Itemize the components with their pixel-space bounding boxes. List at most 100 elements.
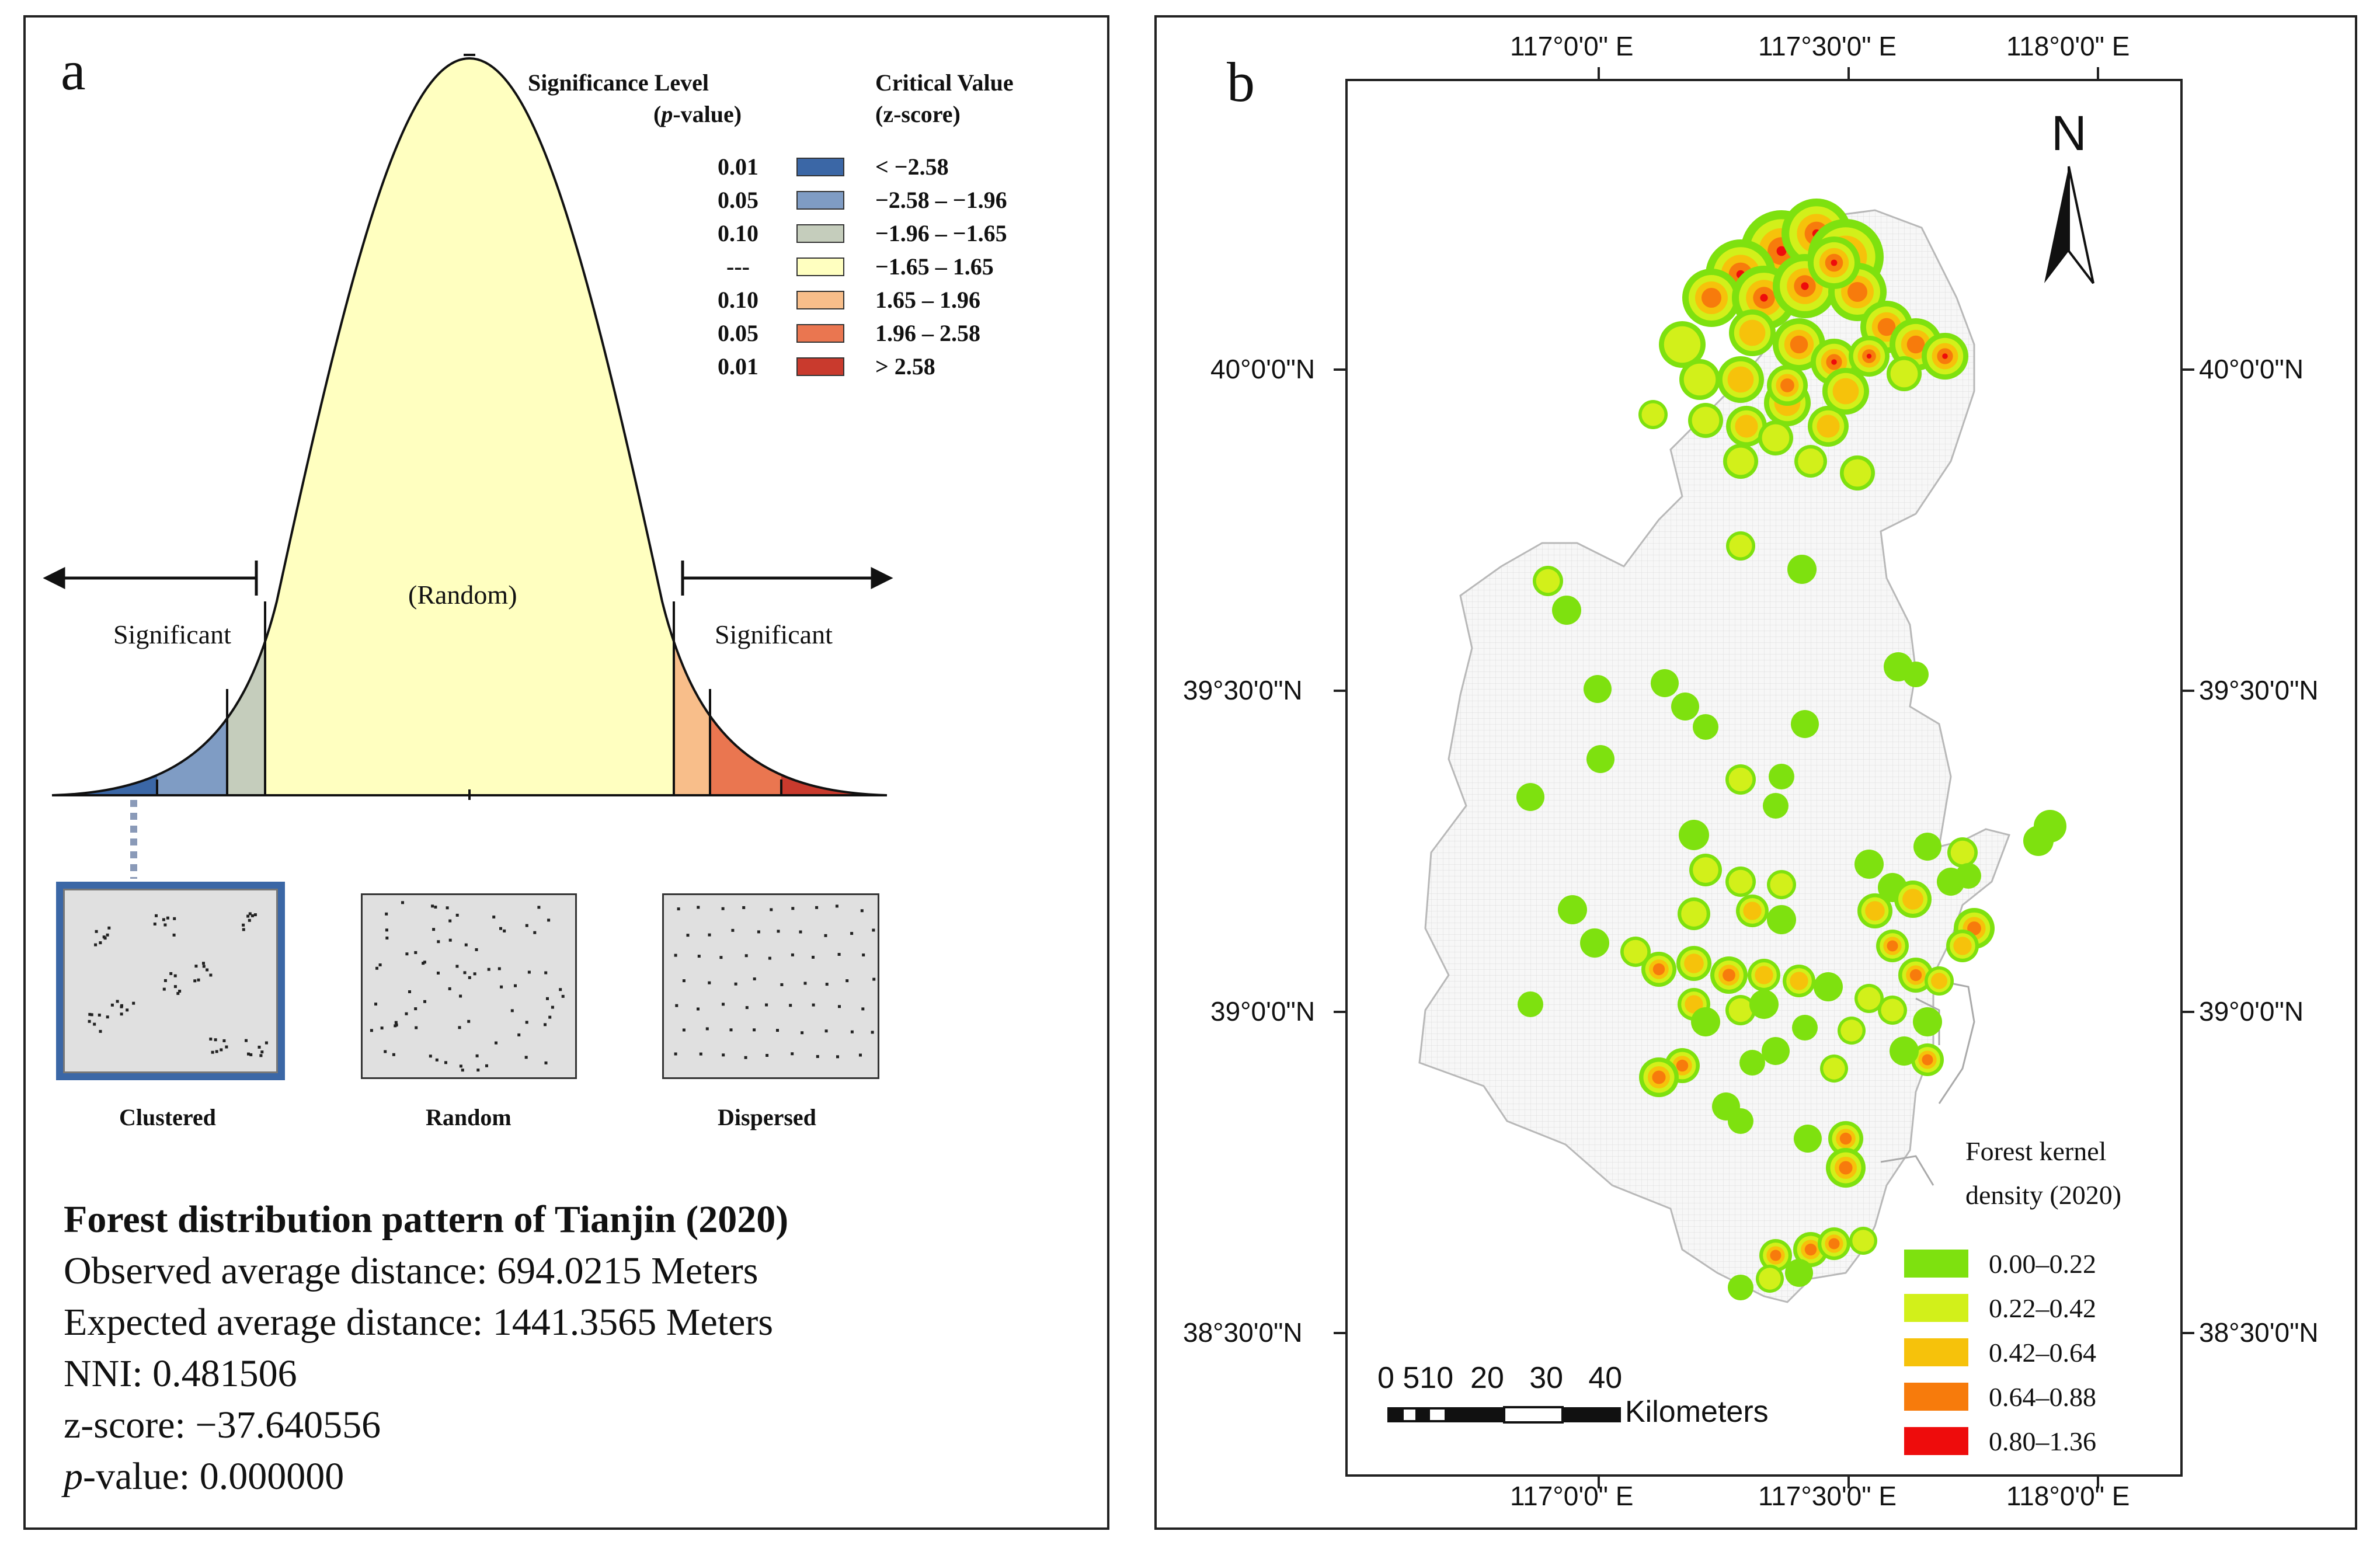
- point: [791, 953, 794, 956]
- label-significant-right: Significant: [715, 620, 833, 649]
- point: [253, 913, 257, 917]
- random-points: [370, 901, 565, 1072]
- density-patch: [1817, 415, 1840, 438]
- legend-row-p-value: 0.05: [718, 320, 758, 346]
- point: [434, 906, 437, 909]
- density-patch: [1922, 1054, 1933, 1066]
- legend-row-z-score: −1.96 – −1.65: [875, 220, 1007, 246]
- arrow-left: [43, 566, 65, 590]
- point: [517, 1033, 521, 1036]
- point: [163, 923, 167, 927]
- point: [455, 913, 459, 917]
- north-arrow: [2044, 166, 2094, 284]
- point: [780, 983, 784, 986]
- point: [476, 1069, 480, 1072]
- density-patch: [1693, 857, 1718, 883]
- legend-row-p-value: 0.10: [718, 287, 758, 313]
- point: [836, 1055, 839, 1059]
- density-patch: [1840, 1019, 1863, 1042]
- density-patch: [1801, 282, 1809, 290]
- point: [697, 906, 700, 909]
- point: [429, 1055, 432, 1058]
- point: [408, 990, 411, 993]
- left-lat-label-1: 40°0'0"N: [1210, 354, 1316, 384]
- point: [835, 904, 838, 908]
- legend-row-p-value: ---: [726, 253, 750, 280]
- legend-row-swatch: [796, 291, 844, 309]
- scale-numbers: 0 510 20 30 40: [1377, 1361, 1623, 1395]
- density-patch: [1536, 569, 1560, 593]
- point: [126, 1008, 129, 1012]
- point: [699, 1052, 702, 1056]
- point: [734, 982, 737, 986]
- scale-bar: [1387, 1406, 1621, 1424]
- point: [475, 948, 478, 951]
- point: [859, 1053, 862, 1057]
- point: [163, 979, 167, 982]
- density-patch: [1814, 972, 1843, 1001]
- point: [214, 1038, 217, 1042]
- density-patch: [1828, 1238, 1840, 1250]
- point: [169, 972, 173, 975]
- density-legend-swatch: [1904, 1383, 1968, 1411]
- point: [753, 1028, 756, 1032]
- point: [492, 916, 496, 918]
- point: [385, 912, 388, 916]
- point: [106, 1015, 109, 1019]
- point: [791, 907, 795, 910]
- point: [815, 906, 819, 909]
- density-patch: [1641, 403, 1665, 426]
- point: [432, 928, 436, 931]
- point: [697, 955, 701, 958]
- density-patch: [1780, 378, 1794, 392]
- point: [370, 1029, 373, 1032]
- right-lat-label-2: 39°30'0"N: [2199, 675, 2319, 705]
- point: [765, 1003, 768, 1007]
- density-patch: [1728, 767, 1753, 792]
- point: [242, 928, 245, 931]
- legend-col2-subheader: (z-score): [875, 101, 961, 127]
- label-significant-left: Significant: [113, 620, 231, 649]
- density-patch: [1580, 928, 1609, 958]
- point: [744, 954, 748, 958]
- point: [838, 1005, 841, 1008]
- density-patch: [1762, 1037, 1790, 1065]
- point: [132, 1001, 135, 1005]
- point: [464, 943, 468, 946]
- point: [394, 1021, 398, 1024]
- density-patch: [1839, 1161, 1853, 1175]
- density-patch: [1937, 868, 1965, 896]
- bottom-lon-label-2: 117°30'0" E: [1758, 1481, 1897, 1511]
- density-patch: [1728, 998, 1753, 1022]
- point: [729, 1028, 733, 1032]
- point: [812, 955, 815, 959]
- density-legend-label: 0.42–0.64: [1989, 1338, 2096, 1367]
- point: [548, 1015, 552, 1019]
- legend-col1-header: Significance Level: [528, 69, 709, 96]
- point: [837, 953, 841, 956]
- point: [415, 1026, 418, 1029]
- point: [824, 934, 827, 937]
- panel-a: a: [23, 15, 1109, 1530]
- density-patch: [1767, 905, 1796, 934]
- north-label: N: [2051, 106, 2087, 161]
- density-legend-swatch: [1904, 1427, 1968, 1455]
- point: [172, 933, 176, 937]
- legend-row-p-value: 0.05: [718, 187, 758, 213]
- legend-row-swatch: [796, 357, 844, 376]
- point: [88, 1012, 92, 1016]
- point: [850, 1030, 854, 1033]
- pattern-box-clustered: [56, 882, 285, 1080]
- density-patch: [1909, 969, 1922, 982]
- band-p005-left: [157, 58, 227, 795]
- point: [106, 933, 109, 937]
- point: [719, 956, 723, 959]
- point: [544, 971, 548, 975]
- point: [487, 968, 490, 971]
- point: [414, 1007, 417, 1011]
- density-patch: [1681, 901, 1707, 927]
- density-patch: [1785, 1259, 1813, 1287]
- point: [551, 1005, 554, 1009]
- point: [162, 918, 165, 921]
- point: [459, 1064, 462, 1068]
